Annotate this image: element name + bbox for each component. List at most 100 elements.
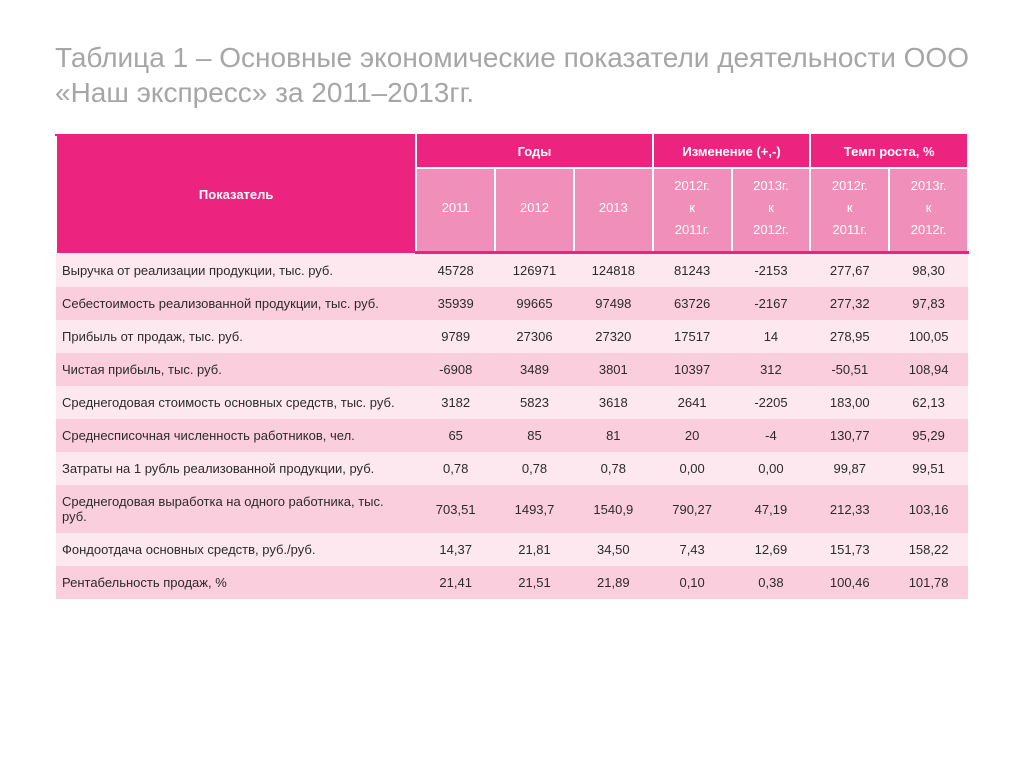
cell-value: 158,22 [889, 533, 968, 566]
cell-value: 99,51 [889, 452, 968, 485]
cell-value: 98,30 [889, 253, 968, 288]
cell-value: 3618 [574, 386, 653, 419]
th-change-2: 2013г.к2012г. [732, 168, 811, 253]
th-2012: 2012 [495, 168, 574, 253]
cell-value: 124818 [574, 253, 653, 288]
cell-value: 108,94 [889, 353, 968, 386]
cell-value: -2153 [732, 253, 811, 288]
cell-value: 97,83 [889, 287, 968, 320]
cell-value: 35939 [416, 287, 495, 320]
cell-value: 99665 [495, 287, 574, 320]
cell-value: 0,78 [574, 452, 653, 485]
cell-value: 101,78 [889, 566, 968, 599]
cell-value: 34,50 [574, 533, 653, 566]
table-row: Затраты на 1 рубль реализованной продукц… [56, 452, 968, 485]
cell-value: 62,13 [889, 386, 968, 419]
th-years-group: Годы [416, 135, 652, 168]
cell-value: 17517 [653, 320, 732, 353]
cell-value: 95,29 [889, 419, 968, 452]
cell-value: 97498 [574, 287, 653, 320]
th-change-group: Изменение (+,-) [653, 135, 811, 168]
cell-indicator: Выручка от реализации продукции, тыс. ру… [56, 253, 416, 288]
cell-value: 27306 [495, 320, 574, 353]
cell-value: 151,73 [810, 533, 889, 566]
cell-value: 2641 [653, 386, 732, 419]
financial-table: Показатель Годы Изменение (+,-) Темп рос… [55, 134, 969, 599]
table-row: Среднегодовая выработка на одного работн… [56, 485, 968, 533]
cell-value: 790,27 [653, 485, 732, 533]
cell-indicator: Себестоимость реализованной продукции, т… [56, 287, 416, 320]
cell-value: 85 [495, 419, 574, 452]
cell-indicator: Чистая прибыль, тыс. руб. [56, 353, 416, 386]
cell-indicator: Рентабельность продаж, % [56, 566, 416, 599]
table-row: Прибыль от продаж, тыс. руб.978927306273… [56, 320, 968, 353]
cell-value: 5823 [495, 386, 574, 419]
cell-value: 10397 [653, 353, 732, 386]
cell-value: 183,00 [810, 386, 889, 419]
th-2011: 2011 [416, 168, 495, 253]
cell-value: -2167 [732, 287, 811, 320]
table-row: Чистая прибыль, тыс. руб.-69083489380110… [56, 353, 968, 386]
table-row: Фондоотдача основных средств, руб./руб.1… [56, 533, 968, 566]
cell-value: 12,69 [732, 533, 811, 566]
cell-indicator: Среднегодовая стоимость основных средств… [56, 386, 416, 419]
cell-value: 0,78 [416, 452, 495, 485]
cell-value: 126971 [495, 253, 574, 288]
cell-value: 1493,7 [495, 485, 574, 533]
cell-value: 14,37 [416, 533, 495, 566]
cell-value: 81 [574, 419, 653, 452]
table-body: Выручка от реализации продукции, тыс. ру… [56, 253, 968, 600]
cell-value: -50,51 [810, 353, 889, 386]
cell-value: -4 [732, 419, 811, 452]
cell-value: 100,05 [889, 320, 968, 353]
table-row: Выручка от реализации продукции, тыс. ру… [56, 253, 968, 288]
cell-value: 100,46 [810, 566, 889, 599]
table-row: Себестоимость реализованной продукции, т… [56, 287, 968, 320]
cell-value: 3182 [416, 386, 495, 419]
th-2013: 2013 [574, 168, 653, 253]
slide-container: Таблица 1 – Основные экономические показ… [0, 0, 1024, 768]
cell-indicator: Прибыль от продаж, тыс. руб. [56, 320, 416, 353]
cell-value: 65 [416, 419, 495, 452]
cell-value: 27320 [574, 320, 653, 353]
cell-value: 3489 [495, 353, 574, 386]
table-row: Среднегодовая стоимость основных средств… [56, 386, 968, 419]
cell-value: 103,16 [889, 485, 968, 533]
th-indicator: Показатель [56, 135, 416, 253]
cell-value: 47,19 [732, 485, 811, 533]
cell-value: 20 [653, 419, 732, 452]
page-title: Таблица 1 – Основные экономические показ… [55, 40, 969, 110]
cell-indicator: Затраты на 1 рубль реализованной продукц… [56, 452, 416, 485]
cell-indicator: Среднегодовая выработка на одного работн… [56, 485, 416, 533]
th-growth-group: Темп роста, % [810, 135, 968, 168]
cell-value: 7,43 [653, 533, 732, 566]
cell-value: 0,00 [653, 452, 732, 485]
cell-value: 312 [732, 353, 811, 386]
cell-value: 14 [732, 320, 811, 353]
cell-value: 277,32 [810, 287, 889, 320]
cell-value: 21,41 [416, 566, 495, 599]
cell-value: 130,77 [810, 419, 889, 452]
cell-indicator: Фондоотдача основных средств, руб./руб. [56, 533, 416, 566]
cell-value: 0,38 [732, 566, 811, 599]
th-growth-2: 2013г.к2012г. [889, 168, 968, 253]
th-growth-1: 2012г.к2011г. [810, 168, 889, 253]
cell-value: 0,78 [495, 452, 574, 485]
table-row: Среднесписочная численность работников, … [56, 419, 968, 452]
th-change-1: 2012г.к2011г. [653, 168, 732, 253]
table-row: Рентабельность продаж, %21,4121,5121,890… [56, 566, 968, 599]
cell-value: 703,51 [416, 485, 495, 533]
cell-value: 212,33 [810, 485, 889, 533]
cell-value: 99,87 [810, 452, 889, 485]
cell-value: 9789 [416, 320, 495, 353]
cell-value: 0,10 [653, 566, 732, 599]
cell-value: 0,00 [732, 452, 811, 485]
cell-value: 45728 [416, 253, 495, 288]
cell-value: 21,81 [495, 533, 574, 566]
cell-value: -6908 [416, 353, 495, 386]
cell-value: 277,67 [810, 253, 889, 288]
cell-value: 21,89 [574, 566, 653, 599]
cell-value: 21,51 [495, 566, 574, 599]
cell-value: 81243 [653, 253, 732, 288]
table-header: Показатель Годы Изменение (+,-) Темп рос… [56, 135, 968, 253]
